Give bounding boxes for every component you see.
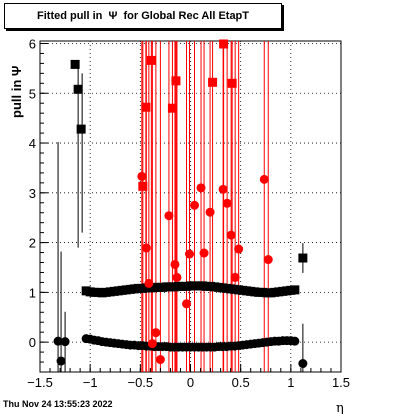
data-point-circle (205, 207, 215, 217)
y-tick-label: 0 (29, 335, 36, 350)
data-point-circle (155, 355, 165, 365)
data-point-square (70, 59, 80, 69)
data-point-square (167, 103, 177, 113)
data-point-circle (137, 171, 147, 181)
x-tick-label: 0.5 (232, 375, 250, 390)
y-tick-label: 1 (29, 285, 36, 300)
data-point-square (219, 39, 229, 49)
data-point-circle (184, 249, 194, 259)
data-point-circle (222, 198, 232, 208)
data-point-square (73, 84, 83, 94)
axis-ticks (39, 42, 342, 372)
data-point-circle (199, 248, 209, 258)
data-point-circle (172, 272, 182, 282)
x-tick-label: −1.5 (27, 375, 53, 390)
x-tick-label: −0.5 (127, 375, 153, 390)
x-tick-label: 0 (187, 375, 194, 390)
y-tick-label: 5 (29, 86, 36, 101)
data-point-circle (164, 211, 174, 221)
data-point-square (290, 285, 300, 295)
data-point-circle (218, 184, 228, 194)
data-point-square (76, 124, 86, 134)
data-point-circle (170, 259, 180, 269)
data-point-square (298, 253, 308, 263)
y-tick-label: 3 (29, 186, 36, 201)
data-point-circle (298, 359, 308, 369)
data-point-circle (151, 328, 161, 338)
data-point-square (227, 78, 237, 88)
y-tick-label: 2 (29, 236, 36, 251)
data-point-circle (141, 243, 151, 253)
data-point-circle (230, 272, 240, 282)
x-tick-label: 1.5 (332, 375, 350, 390)
data-point-circle (259, 174, 269, 184)
x-tick-label: −1 (83, 375, 98, 390)
data-point-square (138, 181, 148, 191)
data-point-circle (234, 244, 244, 254)
data-point-circle (226, 230, 236, 240)
data-point-circle (190, 200, 200, 210)
data-point-circle (60, 337, 70, 347)
data-point-square (208, 77, 218, 87)
data-point-circle (147, 339, 157, 349)
y-tick-label: 6 (29, 36, 36, 51)
data-point-square (146, 55, 156, 65)
data-point-circle (196, 183, 206, 193)
data-point-square (171, 76, 181, 86)
chart-title: Fitted pull in Ψ for Global Rec All Etap… (4, 3, 282, 29)
data-point-circle (181, 299, 191, 309)
x-tick-label: 1 (287, 375, 294, 390)
x-axis-label: η (336, 401, 344, 414)
y-tick-label: 4 (29, 136, 36, 151)
data-point-circle (53, 336, 63, 346)
data-point-circle (56, 356, 66, 366)
data-point-circle (144, 278, 154, 288)
data-point-circle (290, 336, 300, 346)
y-axis-label: pull in Ψ (9, 66, 24, 118)
timestamp: Thu Nov 24 13:55:23 2022 (3, 399, 113, 409)
tick-labels: −1.5 −1 −0.5 0 0.5 1 1.5 0 1 2 3 4 5 6 (27, 36, 350, 390)
data-point-circle (263, 255, 273, 265)
data-markers (53, 39, 308, 369)
error-bars (57, 41, 304, 372)
data-point-square (141, 102, 151, 112)
